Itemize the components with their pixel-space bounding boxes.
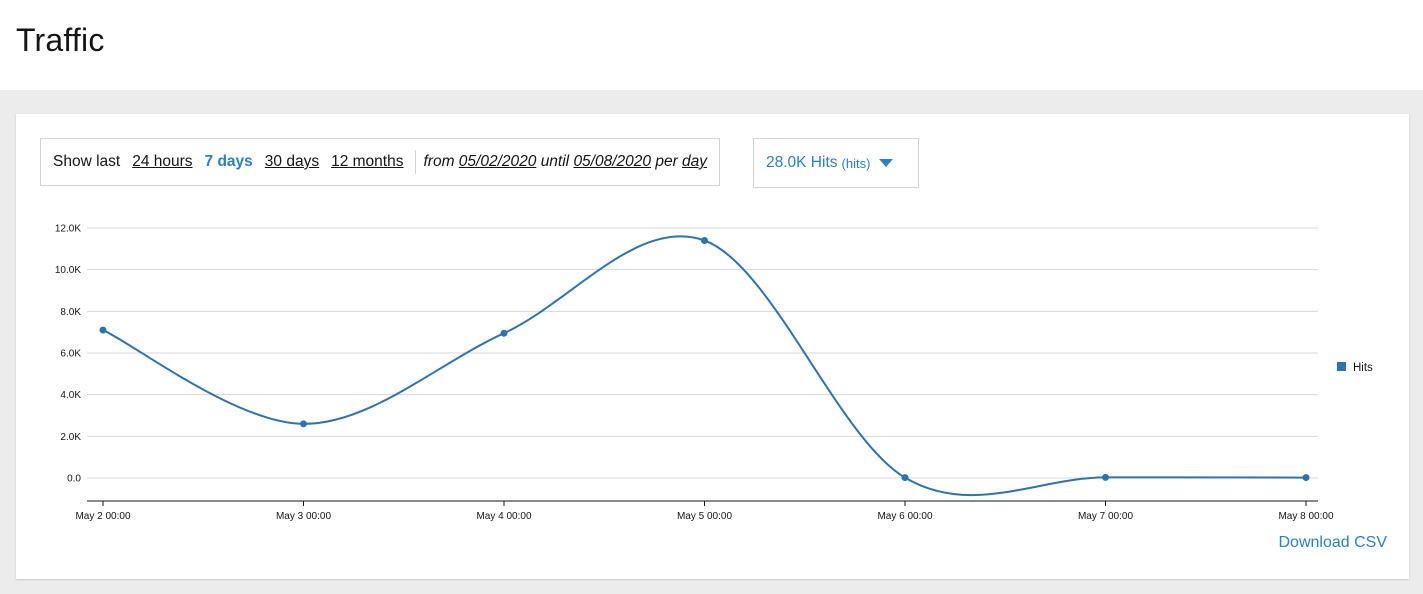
period-12-months-link[interactable]: 12 months (331, 153, 404, 170)
traffic-card: Show last 24 hours 7 days 30 days 12 mon… (16, 114, 1409, 579)
data-point (901, 474, 909, 482)
x-tick-label: May 7 00:00 (1078, 511, 1133, 522)
data-point (500, 329, 508, 337)
y-tick-label: 6.0K (60, 349, 81, 360)
data-point (300, 420, 307, 428)
metric-select[interactable]: 28.0K Hits (hits) (753, 138, 919, 188)
per-label: per (655, 153, 678, 170)
show-last-label: Show last (53, 153, 121, 170)
until-label: until (540, 153, 570, 170)
period-30-days-link[interactable]: 30 days (264, 153, 320, 170)
page-header: Traffic (0, 0, 1423, 90)
y-tick-label: 10.0K (55, 265, 81, 276)
x-tick-label: May 5 00:00 (677, 511, 732, 522)
x-tick-label: May 4 00:00 (476, 511, 531, 522)
x-tick-label: May 3 00:00 (276, 511, 331, 522)
x-tick-label: May 2 00:00 (75, 511, 130, 522)
time-range-toolbar: Show last 24 hours 7 days 30 days 12 mon… (40, 138, 721, 186)
x-tick-label: May 8 00:00 (1278, 511, 1333, 522)
period-24-hours-link[interactable]: 24 hours (132, 153, 193, 170)
data-point (99, 326, 107, 334)
metric-unit: (hits) (841, 155, 871, 171)
caret-down-icon (879, 159, 894, 167)
y-tick-label: 4.0K (60, 390, 81, 401)
data-point (701, 237, 708, 244)
data-point (1102, 473, 1109, 481)
period-7-days-link[interactable]: 7 days (204, 153, 253, 170)
y-tick-label: 8.0K (60, 307, 81, 318)
date-range-text: from 05/02/2020 until 05/08/2020 per day (423, 153, 707, 171)
y-tick-label: 2.0K (60, 432, 81, 443)
x-tick-label: May 6 00:00 (877, 511, 932, 522)
from-label: from (423, 153, 455, 170)
series-line-hits (102, 235, 1307, 497)
traffic-chart: 0.0 2.0K 4.0K 6.0K 8.0K 10.0K 12.0K May 2 00:00… (55, 224, 1373, 523)
y-tick-label: 12.0K (55, 224, 81, 235)
download-csv-link[interactable]: Download CSV (1278, 534, 1388, 551)
metric-value: 28.0K Hits (766, 154, 838, 171)
toolbar-divider (415, 150, 417, 174)
page-title: Traffic (16, 22, 105, 58)
data-point (1302, 474, 1310, 482)
granularity-link[interactable]: day (682, 153, 708, 170)
from-date-link[interactable]: 05/02/2020 (458, 153, 537, 170)
page-body: Show last 24 hours 7 days 30 days 12 mon… (0, 90, 1423, 594)
y-tick-label: 0.0 (67, 474, 81, 485)
legend-swatch (1337, 362, 1346, 371)
legend-label: Hits (1353, 362, 1373, 374)
until-date-link[interactable]: 05/08/2020 (573, 153, 652, 170)
